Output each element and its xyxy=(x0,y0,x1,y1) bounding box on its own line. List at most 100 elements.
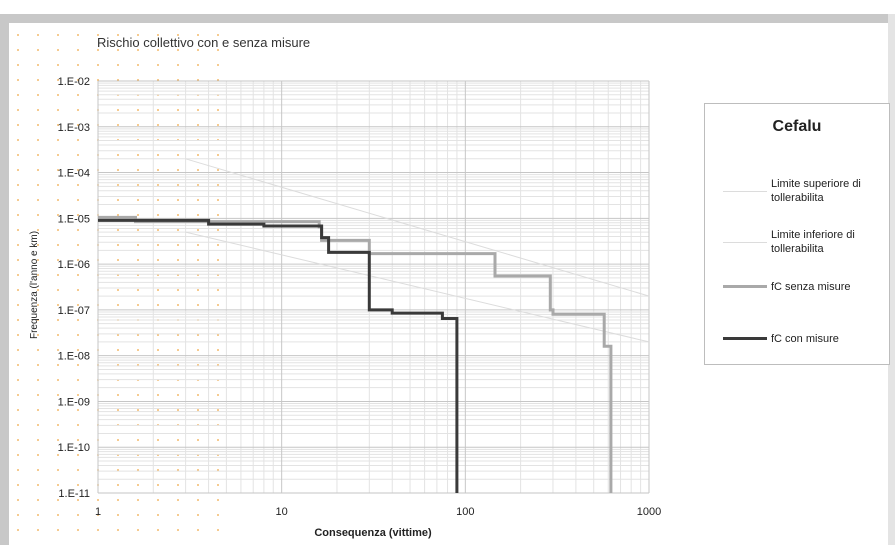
selection-dot xyxy=(197,184,199,186)
selection-dot xyxy=(77,334,79,336)
selection-dot xyxy=(57,214,59,216)
selection-dot xyxy=(57,34,59,36)
selection-dot xyxy=(217,439,219,441)
selection-dot xyxy=(137,49,139,51)
grid-minor xyxy=(98,81,649,493)
selection-dot xyxy=(77,394,79,396)
selection-dot xyxy=(57,64,59,66)
selection-dot xyxy=(17,484,19,486)
x-tick-labels: 1 10 100 1000 xyxy=(95,506,661,518)
selection-dot xyxy=(57,364,59,366)
selection-dot xyxy=(217,154,219,156)
x-tick-label: 10 xyxy=(276,506,288,518)
legend-title: Cefalu xyxy=(772,118,822,135)
selection-dot xyxy=(37,199,39,201)
selection-dot xyxy=(57,94,59,96)
selection-dot xyxy=(217,409,219,411)
selection-dot xyxy=(177,259,179,261)
selection-dot xyxy=(217,184,219,186)
selection-dot xyxy=(177,214,179,216)
legend-item-fc-con-misure: fC con misure xyxy=(705,332,889,366)
selection-dot xyxy=(217,244,219,246)
selection-dot xyxy=(137,439,139,441)
selection-dot xyxy=(117,349,119,351)
chart-title: Rischio collettivo con e senza misure xyxy=(97,35,310,50)
selection-dot xyxy=(17,34,19,36)
selection-dot xyxy=(217,394,219,396)
selection-dot xyxy=(17,364,19,366)
selection-dot xyxy=(37,79,39,81)
selection-dot xyxy=(117,169,119,171)
selection-dot xyxy=(177,529,179,531)
selection-dot xyxy=(77,79,79,81)
selection-dot xyxy=(177,304,179,306)
selection-dot xyxy=(177,244,179,246)
selection-dot xyxy=(57,49,59,51)
y-tick-label: 1.E-04 xyxy=(58,168,90,180)
selection-dot xyxy=(57,454,59,456)
legend-item-upper-limit: Limite superiore di tollerabilita xyxy=(705,177,889,211)
selection-dot xyxy=(217,79,219,81)
selection-dot xyxy=(17,469,19,471)
selection-dot xyxy=(77,289,79,291)
selection-dot xyxy=(217,214,219,216)
selection-dot xyxy=(57,514,59,516)
selection-dot xyxy=(17,379,19,381)
selection-dot xyxy=(117,154,119,156)
selection-dot xyxy=(137,229,139,231)
legend-label-fc-con-misure: fC con misure xyxy=(771,333,839,345)
selection-dot xyxy=(97,499,99,501)
selection-dot xyxy=(177,79,179,81)
selection-dot xyxy=(197,64,199,66)
selection-dot xyxy=(77,424,79,426)
selection-dot xyxy=(197,244,199,246)
selection-dot xyxy=(37,424,39,426)
selection-dot xyxy=(117,529,119,531)
selection-dot xyxy=(157,109,159,111)
x-tick-label: 100 xyxy=(456,506,474,518)
selection-dot xyxy=(17,289,19,291)
series-limite-superiore-di-tollerabilita xyxy=(185,158,650,297)
selection-dot xyxy=(157,214,159,216)
selection-dot xyxy=(97,49,99,51)
selection-dot xyxy=(157,259,159,261)
selection-dot xyxy=(17,349,19,351)
selection-dot xyxy=(197,259,199,261)
chart-canvas: Rischio collettivo con e senza misure 1.… xyxy=(9,23,890,545)
selection-dot xyxy=(177,199,179,201)
selection-dot xyxy=(117,469,119,471)
selection-dot xyxy=(77,109,79,111)
y-tick-labels: 1.E-02 1.E-03 1.E-04 1.E-05 1.E-06 1.E-07 1.E-… xyxy=(58,76,90,500)
y-tick-label: 1.E-06 xyxy=(58,259,90,271)
selection-dot xyxy=(97,514,99,516)
selection-dot xyxy=(137,484,139,486)
selection-dot xyxy=(37,334,39,336)
selection-dot xyxy=(137,499,139,501)
selection-dot xyxy=(217,64,219,66)
selection-dot xyxy=(17,184,19,186)
selection-dot xyxy=(197,484,199,486)
selection-dot xyxy=(137,529,139,531)
selection-dot xyxy=(117,229,119,231)
selection-dot xyxy=(77,499,79,501)
selection-dot xyxy=(17,199,19,201)
x-axis-label: Consequenza (vittime) xyxy=(314,527,432,539)
selection-dot xyxy=(17,304,19,306)
selection-dot xyxy=(17,454,19,456)
selection-dot xyxy=(217,499,219,501)
selection-dot xyxy=(57,379,59,381)
selection-dot xyxy=(57,274,59,276)
y-tick-label: 1.E-02 xyxy=(58,76,90,88)
selection-dot xyxy=(17,499,19,501)
selection-dot xyxy=(37,184,39,186)
selection-dot xyxy=(17,529,19,531)
selection-dot xyxy=(97,529,99,531)
selection-dot xyxy=(197,229,199,231)
selection-dot xyxy=(197,124,199,126)
legend-swatch-lower-limit xyxy=(723,242,767,243)
selection-dot xyxy=(17,64,19,66)
selection-dot xyxy=(37,259,39,261)
legend-item-lower-limit: Limite inferiore di tollerabilita xyxy=(705,228,889,262)
selection-dot xyxy=(157,304,159,306)
selection-dot xyxy=(137,169,139,171)
